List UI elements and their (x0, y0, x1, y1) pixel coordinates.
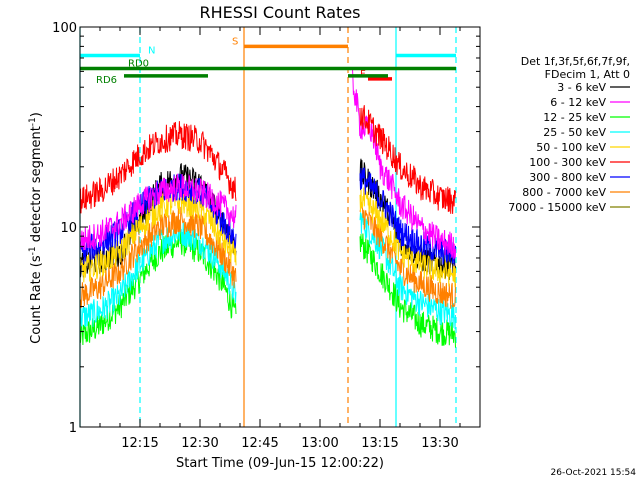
legend-label: 800 - 7000 keV (522, 186, 606, 199)
series-line-6-12keV (351, 68, 457, 260)
series-line-50-100keV (79, 189, 237, 283)
legend-title-line: FDecim 1, Att 0 (545, 68, 630, 81)
y-axis-label-main: Count Rate (s (29, 255, 44, 344)
flag-label-s: S (232, 36, 238, 47)
flag-label-rd0: RD0 (128, 59, 149, 70)
data-series (79, 68, 457, 348)
series-line-25-50keV (80, 219, 237, 328)
legend-label: 6 - 12 keV (550, 96, 606, 109)
y-tick-label: 1 (69, 421, 77, 436)
legend-title-line: Det 1f,3f,5f,6f,7f,9f, (521, 55, 630, 68)
legend-label: 50 - 100 keV (536, 141, 606, 154)
y-axis-label-sup1: -1 (28, 246, 38, 255)
legend-label: 12 - 25 keV (543, 111, 606, 124)
axes: 1 10 100 12:15 12:30 12:45 13:00 13:15 13:30 (52, 21, 481, 451)
y-tick-label: 100 (52, 21, 77, 36)
series-line-100-300keV (359, 105, 456, 214)
flag-label-n: N (148, 46, 155, 57)
y-axis-label: Count Rate (s-1 detector segment-1) (28, 112, 44, 344)
flag-label-rd6: RD6 (96, 75, 117, 86)
x-tick-label: 12:45 (241, 436, 278, 451)
series-line-800-7000keV (79, 206, 237, 309)
series-line-6-12keV (79, 173, 237, 252)
legend-label: 7000 - 15000 keV (508, 201, 606, 214)
series-line-100-300keV (79, 121, 237, 214)
legend-label: 300 - 800 keV (529, 171, 606, 184)
legend-label: 3 - 6 keV (557, 81, 606, 94)
x-axis-label: Start Time (09-Jun-15 12:00:22) (176, 456, 384, 471)
y-axis-label-end: ) (29, 112, 44, 117)
legend: Det 1f,3f,5f,6f,7f,9f,FDecim 1, Att 03 -… (508, 55, 630, 214)
x-tick-label: 13:00 (301, 436, 338, 451)
series-line-25-50keV (359, 211, 456, 330)
flag-bars: NSFRD0RD6 (80, 36, 456, 86)
x-tick-label: 12:15 (121, 436, 158, 451)
series-line-800-7000keV (359, 201, 456, 309)
series-line-300-800keV (79, 173, 237, 265)
legend-label: 25 - 50 keV (543, 126, 606, 139)
footer-timestamp: 26-Oct-2021 15:54 (551, 468, 637, 478)
chart-title: RHESSI Count Rates (200, 3, 361, 22)
series-line-12-25keV (359, 233, 456, 348)
y-tick-label: 10 (60, 221, 77, 236)
legend-label: 100 - 300 keV (529, 156, 606, 169)
series-line-12-25keV (79, 228, 237, 346)
y-axis-label-mid: detector segment (29, 126, 44, 246)
x-tick-label: 13:15 (361, 436, 398, 451)
x-tick-label: 13:30 (421, 436, 458, 451)
x-tick-label: 12:30 (181, 436, 218, 451)
y-axis-label-sup2: -1 (28, 117, 38, 126)
series-line-50-100keV (359, 187, 456, 288)
